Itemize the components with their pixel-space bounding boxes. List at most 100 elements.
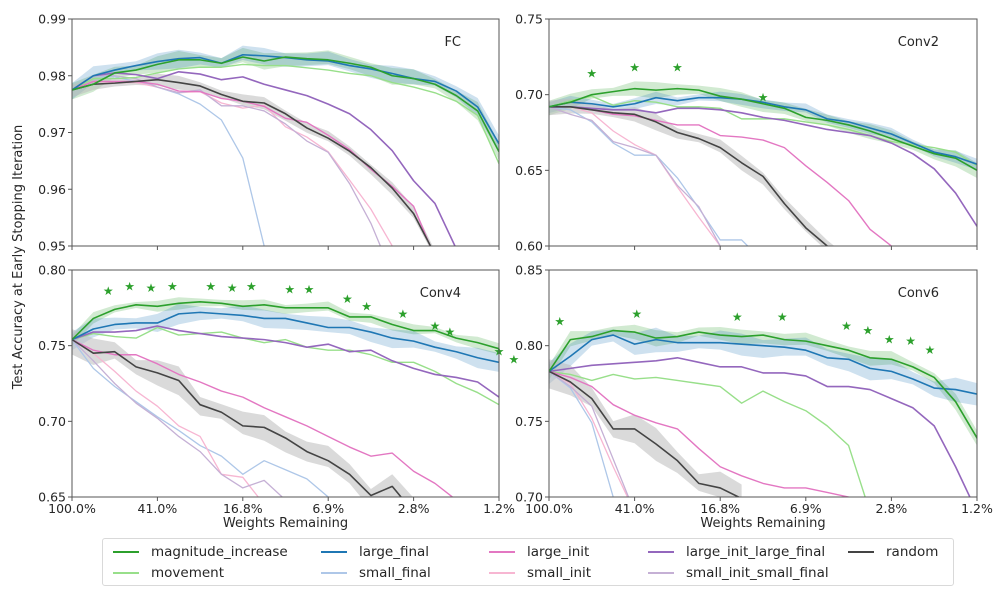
band-random (72, 73, 433, 246)
band-large_final (549, 91, 977, 170)
legend-item-small_init_small_final: small_init_small_final (648, 563, 829, 583)
significance-star: ★ (554, 314, 565, 328)
band-large_final (72, 303, 499, 372)
y-axis-label: Test Accuracy at Early Stopping Iteratio… (11, 125, 26, 391)
plot-area (72, 297, 499, 497)
line-large_init_large_final (72, 70, 456, 246)
band-large_final (549, 327, 977, 406)
legend-label: small_final (359, 565, 431, 581)
y-tick-label: 0.85 (515, 263, 543, 278)
band-random (549, 98, 835, 246)
plot-area (549, 81, 977, 246)
y-tick-label: 0.99 (38, 12, 66, 27)
significance-star: ★ (732, 310, 743, 324)
legend-label: large_init (527, 544, 590, 560)
line-magnitude_increase (549, 87, 977, 172)
legend-item-large_init_large_final: large_init_large_final (648, 542, 825, 562)
legend-swatch (648, 572, 674, 574)
significance-star: ★ (841, 319, 852, 333)
legend-swatch (489, 551, 515, 553)
significance-star: ★ (586, 66, 597, 80)
x-tick-label: 16.8% (700, 501, 740, 516)
legend-label: large_final (359, 544, 430, 560)
significance-star: ★ (205, 280, 216, 294)
x-tick-label: 1.2% (961, 501, 993, 516)
line-small_init_small_final (72, 339, 284, 497)
line-random (549, 370, 741, 497)
line-magnitude_increase (72, 56, 499, 153)
significance-star: ★ (884, 333, 895, 347)
legend-label: magnitude_increase (151, 544, 288, 560)
significance-star: ★ (227, 281, 238, 295)
significance-star: ★ (629, 60, 640, 74)
band-random (549, 359, 742, 497)
axes-frame (71, 269, 500, 498)
line-large_final (549, 96, 977, 166)
line-magnitude_increase (72, 300, 499, 350)
legend-label: movement (151, 565, 225, 581)
panel-fc: 0.95 0.96 0.97 0.98 0.99 FC (38, 12, 500, 254)
significance-star: ★ (361, 299, 372, 313)
x-axis-label: Weights Remaining (223, 516, 348, 531)
line-small_init (549, 370, 629, 497)
legend-item-random: random (848, 542, 938, 562)
y-tick-label: 0.75 (38, 338, 66, 353)
significance-star: ★ (167, 280, 178, 294)
legend-item-magnitude_increase: magnitude_increase (113, 542, 288, 562)
x-tick-label: 41.0% (138, 501, 178, 516)
line-small_init_small_final (72, 75, 382, 246)
y-tick-label: 0.80 (38, 263, 66, 278)
significance-star: ★ (246, 280, 257, 294)
significance-star: ★ (862, 324, 873, 338)
line-small_init (72, 339, 260, 497)
legend-swatch (648, 551, 674, 553)
significance-star: ★ (430, 319, 441, 333)
line-large_init (549, 106, 893, 246)
x-tick-label: 41.0% (615, 501, 655, 516)
line-large_init_large_final (72, 325, 499, 399)
legend-swatch (321, 551, 347, 553)
significance-star: ★ (124, 280, 135, 294)
legend: magnitude_increase large_final large_init l… (102, 538, 954, 586)
line-small_final (72, 339, 329, 497)
line-small_final (72, 75, 265, 246)
significance-star: ★ (509, 352, 520, 366)
band-magnitude_increase (549, 324, 977, 446)
significance-star: ★ (925, 343, 936, 357)
x-tick-label: 6.9% (312, 501, 344, 516)
y-tick-label: 0.80 (515, 338, 543, 353)
legend-item-movement: movement (113, 563, 224, 583)
line-magnitude_increase (549, 329, 977, 441)
legend-swatch (321, 572, 347, 574)
panel-title: Conv4 (420, 286, 461, 301)
line-small_init_small_final (549, 106, 722, 246)
line-large_init_large_final (549, 356, 971, 497)
y-tick-label: 0.75 (515, 12, 543, 27)
y-tick-label: 0.65 (38, 490, 66, 505)
panel-title: Conv6 (898, 286, 939, 301)
y-tick-label: 0.60 (515, 239, 543, 254)
y-tick-label: 0.95 (38, 239, 66, 254)
band-random (72, 329, 413, 497)
legend-item-large_final: large_final (321, 542, 429, 562)
significance-star: ★ (103, 284, 114, 298)
y-tick-label: 0.98 (38, 68, 66, 83)
legend-swatch (489, 572, 515, 574)
legend-swatch (113, 551, 139, 553)
x-tick-label: 16.8% (223, 501, 263, 516)
line-large_init (549, 370, 850, 497)
significance-star: ★ (342, 292, 353, 306)
line-movement (72, 326, 499, 406)
plot-area (549, 324, 977, 497)
axes-frame (548, 269, 978, 498)
y-tick-label: 0.75 (515, 414, 543, 429)
line-small_final (549, 370, 615, 497)
significance-star: ★ (905, 334, 916, 348)
line-small_init (549, 106, 722, 246)
y-tick-label: 0.65 (515, 163, 543, 178)
significance-star: ★ (398, 307, 409, 321)
line-random (72, 338, 403, 497)
y-tick-label: 0.96 (38, 182, 66, 197)
x-axis-label: Weights Remaining (700, 516, 825, 531)
